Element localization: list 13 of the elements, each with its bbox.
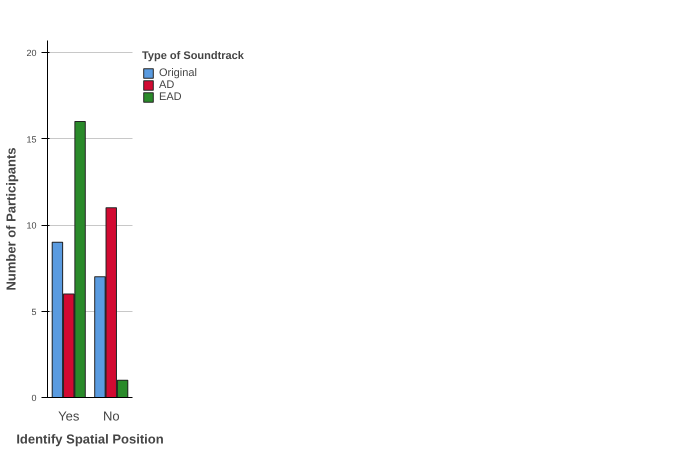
y-tick-label: 20: [26, 48, 37, 58]
y-tick-label: 5: [31, 306, 37, 317]
x-axis-title: Identify Spatial Position: [16, 432, 164, 446]
y-tick-label: 10: [26, 220, 37, 231]
y-tick-label: 15: [26, 134, 37, 144]
y-axis-title: Number of Participants: [3, 147, 18, 291]
legend-label: AD: [159, 79, 176, 91]
y-tick-label: 0: [31, 393, 37, 403]
legend-label: EAD: [159, 91, 182, 103]
legend-label: Original: [159, 67, 197, 79]
x-tick-label: Yes: [58, 408, 80, 424]
legend-title: Type of Soundtrack: [142, 50, 244, 62]
x-tick-label: No: [102, 408, 120, 424]
